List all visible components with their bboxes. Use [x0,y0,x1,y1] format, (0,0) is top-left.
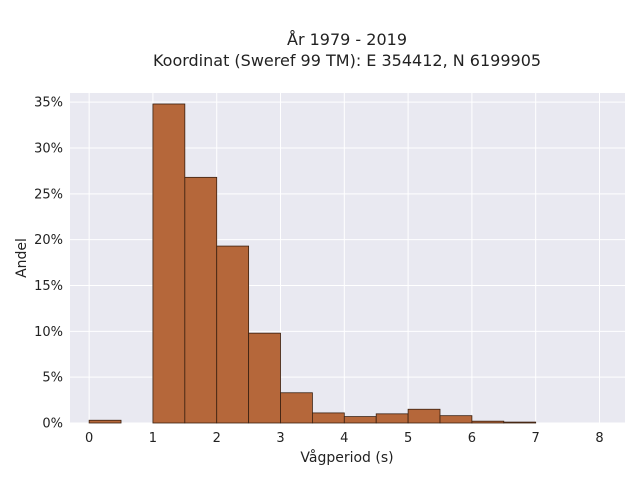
histogram-bars [88,103,537,424]
y-tick-label-4: 20% [34,233,63,248]
y-tick-label-1: 5% [42,371,63,386]
x-tick-label-5: 5 [404,431,412,446]
y-tick-label-6: 30% [34,142,63,157]
histogram-bar-5 [248,332,281,424]
x-tick-label-1: 1 [149,431,157,446]
x-axis-ticks: 0 1 2 3 4 5 6 7 8 [85,431,604,446]
histogram-bar-2 [152,103,186,424]
x-tick-label-0: 0 [85,431,93,446]
x-axis-label: Vågperiod (s) [300,449,393,466]
histogram-bar-12 [471,420,505,424]
histogram-bar-7 [312,412,345,424]
histogram-bar-4 [216,245,250,424]
y-tick-label-7: 35% [34,96,63,111]
histogram-bar-0 [88,419,122,424]
histogram-bar-13 [503,421,537,424]
x-tick-label-4: 4 [340,431,348,446]
histogram-bar-8 [343,416,377,424]
x-tick-label-7: 7 [532,431,540,446]
histogram-bar-11 [439,415,473,424]
chart-title-line-2: Koordinat (Sweref 99 TM): E 354412, N 61… [153,51,541,70]
y-tick-label-2: 10% [34,325,63,340]
y-tick-label-3: 15% [34,279,63,294]
y-axis-label: Andel [14,238,30,278]
histogram-bar-6 [280,392,313,424]
y-tick-label-5: 25% [34,187,63,202]
histogram-bar-3 [184,176,218,424]
x-tick-label-2: 2 [213,431,221,446]
y-axis-ticks: 0% 5% 10% 15% 20% 25% 30% 35% [34,96,63,432]
histogram-bar-10 [407,408,441,424]
x-tick-label-6: 6 [468,431,476,446]
histogram-bar-9 [375,413,409,424]
x-tick-label-8: 8 [595,431,603,446]
y-tick-label-0: 0% [42,417,63,432]
chart-title-line-1: År 1979 - 2019 [287,30,407,49]
x-tick-label-3: 3 [276,431,284,446]
